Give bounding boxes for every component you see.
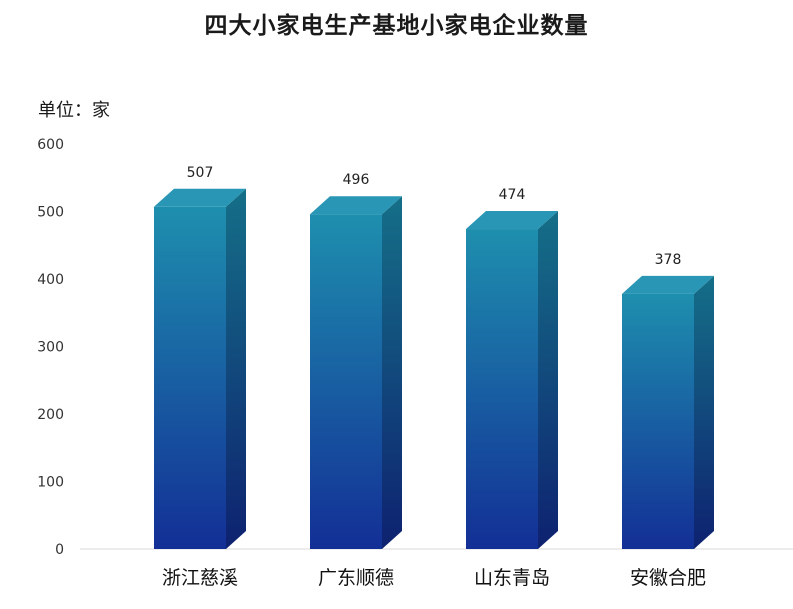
bar-value-label: 474 xyxy=(499,187,526,203)
bar-value-label: 378 xyxy=(655,252,682,268)
y-tick-label: 200 xyxy=(37,407,64,423)
bar-top-face xyxy=(622,275,714,294)
y-tick-label: 500 xyxy=(37,205,64,221)
y-tick-label: 300 xyxy=(37,340,64,356)
bar: 496 xyxy=(310,172,402,549)
bar-top-face xyxy=(466,211,558,230)
unit-label: 单位：家 xyxy=(38,100,110,121)
y-tick-label: 100 xyxy=(37,475,64,491)
chart-title: 四大小家电生产基地小家电企业数量 xyxy=(204,13,589,39)
bar-side-face xyxy=(382,196,402,549)
x-tick-label: 安徽合肥 xyxy=(630,567,706,589)
bar-top-face xyxy=(154,188,246,207)
x-tick-label: 山东青岛 xyxy=(474,567,550,589)
bar-side-face xyxy=(538,211,558,550)
bar: 507 xyxy=(154,165,246,549)
y-axis: 0 100 200 300 400 500 600 xyxy=(37,137,64,558)
bar-front-face xyxy=(622,293,694,549)
y-tick-label: 0 xyxy=(55,542,64,558)
y-tick-label: 600 xyxy=(37,137,64,153)
bars-group: 507 496 474 378 xyxy=(154,165,714,550)
bar-side-face xyxy=(694,275,714,549)
bar-front-face xyxy=(466,229,538,550)
bar-value-label: 496 xyxy=(343,172,370,188)
bar: 378 xyxy=(622,252,714,549)
x-tick-label: 浙江慈溪 xyxy=(162,567,238,589)
x-axis: 浙江慈溪 广东顺德 山东青岛 安徽合肥 xyxy=(162,567,706,589)
bar-side-face xyxy=(226,188,246,549)
bar: 474 xyxy=(466,187,558,550)
y-tick-label: 400 xyxy=(37,272,64,288)
bar-top-face xyxy=(310,196,402,215)
x-tick-label: 广东顺德 xyxy=(318,567,394,589)
bar-front-face xyxy=(154,206,226,549)
bar-front-face xyxy=(310,214,382,549)
bar-value-label: 507 xyxy=(187,165,214,181)
